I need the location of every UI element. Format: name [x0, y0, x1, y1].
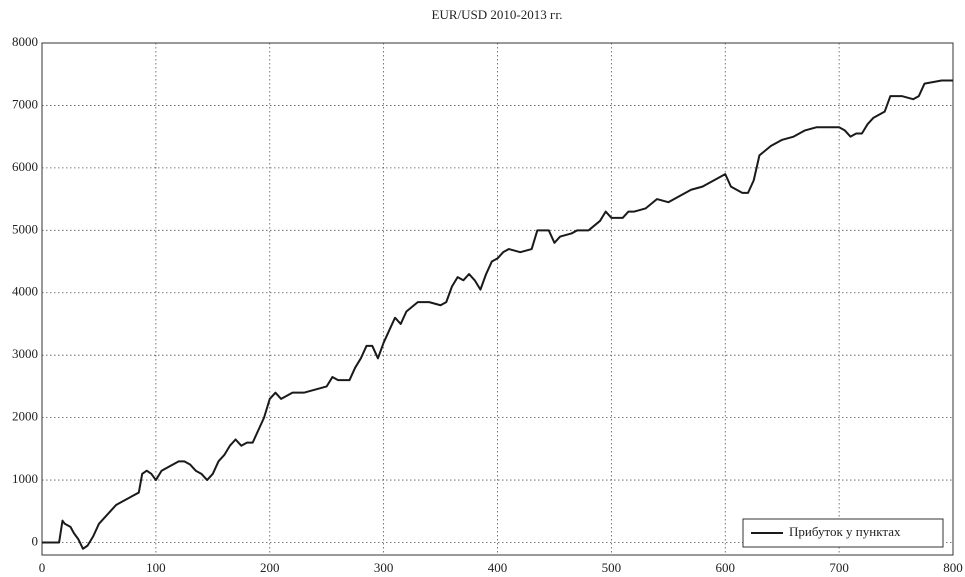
line: [42, 79, 953, 550]
y-tick-label: 5000: [12, 221, 38, 236]
y-tick-label: 6000: [12, 159, 38, 174]
x-tick-label: 100: [146, 560, 166, 575]
x-tick-label: 800: [943, 560, 963, 575]
y-tick-label: 4000: [12, 284, 38, 299]
plot-frame: [41, 42, 954, 556]
legend-label: Прибуток у пунктах: [789, 524, 901, 539]
x-tick-label: 600: [716, 560, 736, 575]
x-tick-label: 500: [602, 560, 622, 575]
x-tick-label: 0: [39, 560, 46, 575]
x-tick-label: 200: [260, 560, 280, 575]
y-tick-label: 0: [32, 533, 39, 548]
y-tick-label: 7000: [12, 96, 38, 111]
y-tick-label: 1000: [12, 471, 38, 486]
x-tick-label: 700: [829, 560, 849, 575]
y-tick-label: 2000: [12, 409, 38, 424]
chart-title: EUR/USD 2010-2013 гг.: [432, 7, 563, 22]
x-tick-label: 300: [374, 560, 394, 575]
y-tick-label: 3000: [12, 346, 38, 361]
y-tick-label: 8000: [12, 34, 38, 49]
x-tick-label: 400: [488, 560, 508, 575]
